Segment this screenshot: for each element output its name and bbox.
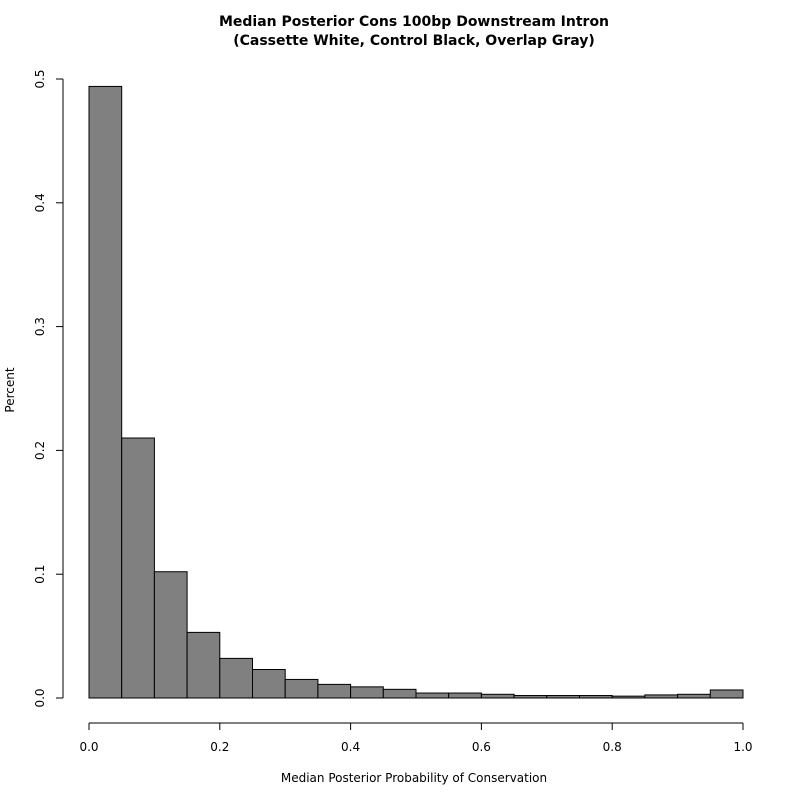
x-axis-label: Median Posterior Probability of Conserva… xyxy=(281,771,547,785)
y-tick-label: 0.3 xyxy=(33,317,47,336)
histogram-bar xyxy=(480,693,515,699)
chart-title: Median Posterior Cons 100bp Downstream I… xyxy=(219,14,609,30)
y-tick-label: 0.1 xyxy=(33,565,47,584)
y-tick-label: 0.4 xyxy=(33,193,47,212)
histogram-bar xyxy=(644,694,679,699)
histogram-bar xyxy=(709,689,744,699)
y-tick-label: 0.0 xyxy=(33,688,47,707)
x-tick-label: 0.0 xyxy=(79,740,98,754)
histogram-bar xyxy=(677,693,711,699)
x-tick-label: 0.2 xyxy=(210,740,229,754)
histogram-bar xyxy=(579,695,613,699)
histogram-bar xyxy=(284,678,319,699)
histogram-bar xyxy=(546,695,580,699)
histogram-bar xyxy=(513,695,548,699)
histogram-bar xyxy=(317,683,352,699)
x-tick-label: 0.6 xyxy=(472,740,491,754)
y-axis-label: Percent xyxy=(3,367,17,412)
y-tick-label: 0.5 xyxy=(33,69,47,88)
y-axis: 0.0 0.1 0.2 0.3 0.4 0.5 xyxy=(33,69,64,708)
histogram-bar xyxy=(252,669,286,699)
histogram-bar xyxy=(186,631,221,699)
histogram-bar xyxy=(153,571,188,699)
bars-group xyxy=(88,85,744,699)
x-tick-label: 1.0 xyxy=(733,740,752,754)
histogram-bar xyxy=(448,692,482,699)
histogram-bar xyxy=(350,686,384,699)
chart-subtitle: (Cassette White, Control Black, Overlap … xyxy=(233,33,595,49)
histogram-bar xyxy=(611,695,646,699)
y-tick-label: 0.2 xyxy=(33,441,47,460)
histogram-bar xyxy=(121,437,155,699)
histogram-bar xyxy=(88,85,123,699)
histogram-bar xyxy=(382,688,417,699)
x-axis: 0.0 0.2 0.4 0.6 0.8 1.0 xyxy=(79,722,753,754)
histogram-bar xyxy=(415,692,450,699)
histogram-bar xyxy=(219,657,254,699)
x-tick-label: 0.8 xyxy=(603,740,622,754)
x-tick-label: 0.4 xyxy=(341,740,360,754)
